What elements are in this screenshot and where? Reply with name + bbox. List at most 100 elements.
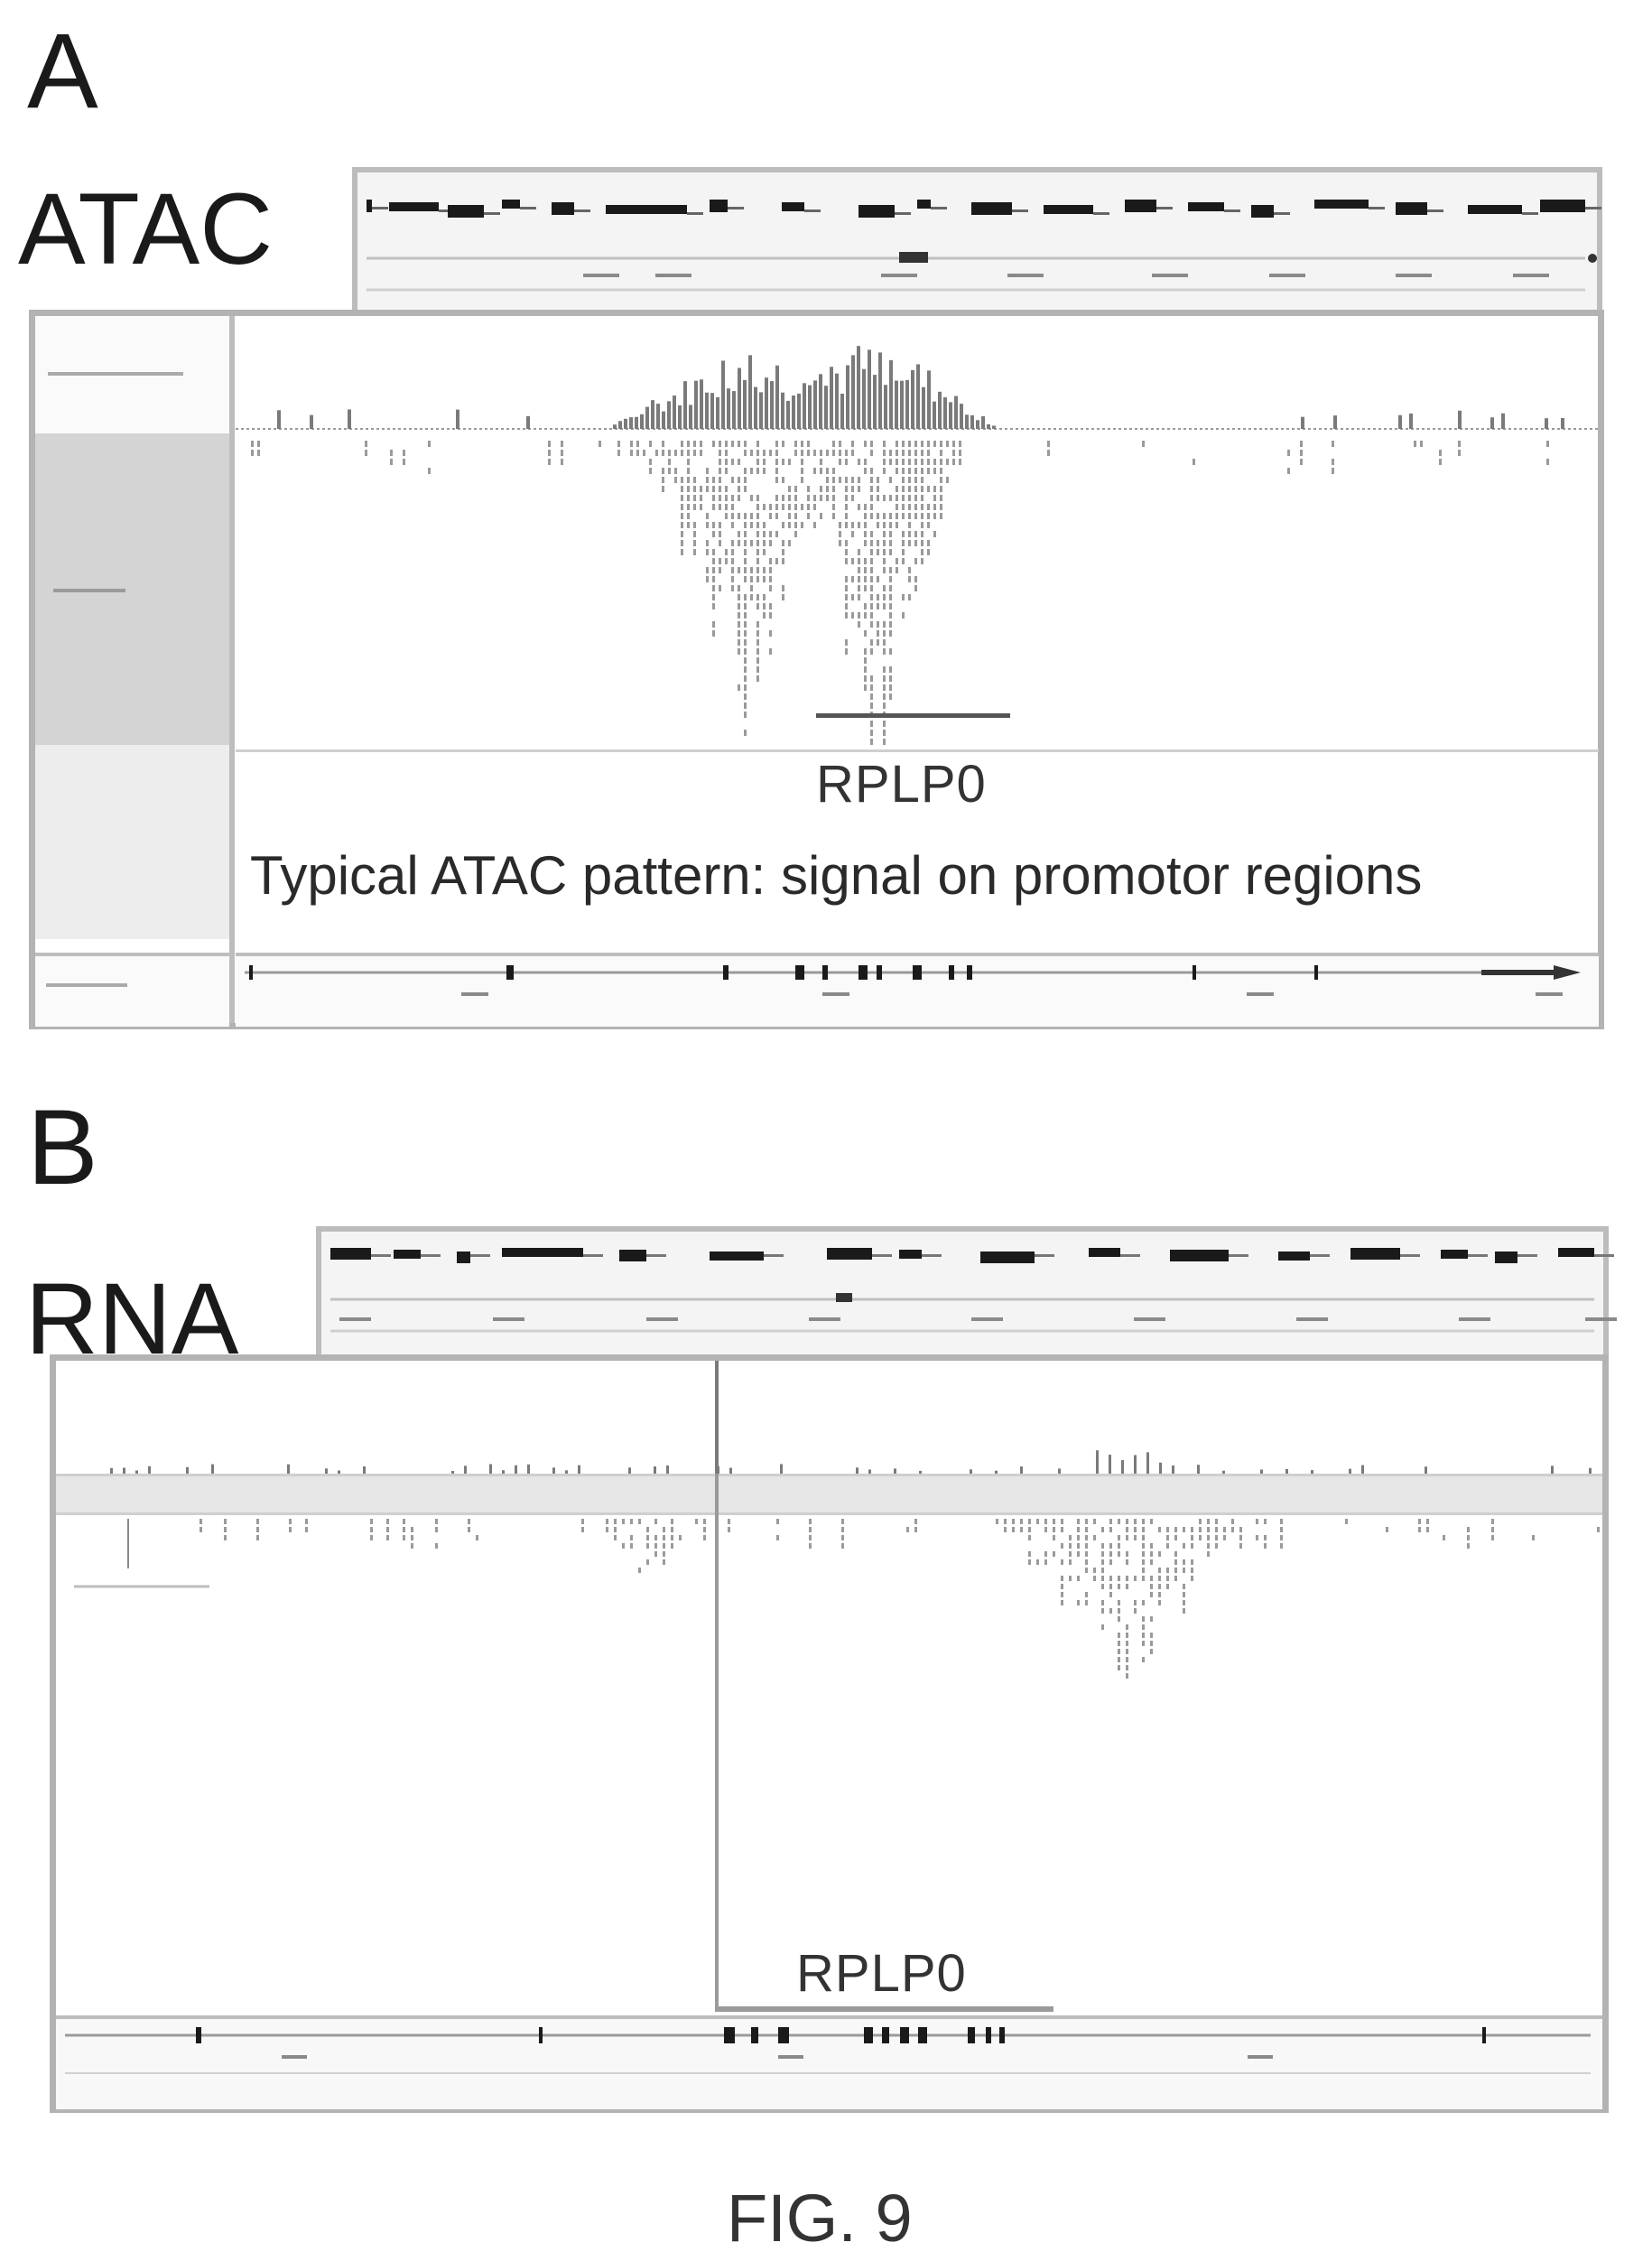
read-mark: [693, 495, 696, 501]
read-mark: [959, 441, 961, 447]
read-mark: [750, 450, 753, 456]
gene-connector: [439, 209, 455, 212]
read-mark: [952, 459, 955, 465]
read-mark: [411, 1527, 413, 1532]
read-mark: [845, 648, 848, 655]
read-mark: [883, 639, 886, 646]
track-name-signal[interactable]: [35, 316, 229, 436]
coverage-bar: [451, 1470, 454, 1474]
exon-mark: [900, 2027, 909, 2043]
gene-block: [971, 202, 1012, 215]
read-mark: [870, 540, 873, 546]
coverage-bar: [922, 386, 925, 429]
read-mark: [671, 1535, 673, 1540]
panel-b-top-gene-blocks: [330, 1248, 1614, 1263]
read-mark: [826, 450, 829, 456]
read-mark: [1158, 1568, 1161, 1573]
read-mark: [738, 603, 740, 609]
panel-b-browser: RPLP0: [50, 1354, 1609, 2113]
read-mark: [1020, 1527, 1023, 1532]
read-mark: [845, 549, 848, 555]
read-mark: [921, 549, 923, 555]
exon-mark: [877, 965, 882, 980]
read-mark: [1044, 1527, 1047, 1532]
read-mark: [1085, 1527, 1088, 1532]
read-mark: [1126, 1519, 1128, 1524]
gene-connector: [1274, 212, 1290, 215]
strand-arrow-icon: [1554, 965, 1581, 980]
read-mark: [476, 1535, 478, 1540]
read-mark: [877, 621, 879, 628]
track-name-genes[interactable]: [35, 953, 229, 1027]
read-mark: [908, 441, 911, 447]
read-mark: [794, 495, 797, 501]
read-mark: [687, 468, 690, 474]
read-mark: [744, 630, 747, 637]
read-mark: [832, 468, 835, 474]
read-mark: [1061, 1584, 1063, 1589]
read-mark: [744, 675, 747, 682]
read-mark: [864, 666, 867, 673]
coverage-bar: [527, 1464, 530, 1474]
read-mark: [845, 585, 848, 591]
read-mark: [756, 540, 759, 546]
coverage-bar: [363, 1465, 366, 1474]
read-mark: [731, 513, 734, 519]
read-mark: [750, 585, 753, 591]
read-mark: [1012, 1519, 1015, 1524]
coverage-bar: [765, 377, 768, 429]
read-mark: [794, 513, 797, 519]
coverage-bar: [830, 367, 833, 429]
coverage-bar: [211, 1464, 214, 1474]
gene-block: [330, 1248, 371, 1260]
read-mark: [738, 486, 740, 492]
read-mark: [927, 549, 930, 555]
read-mark: [668, 450, 671, 456]
read-mark: [1597, 1527, 1600, 1532]
read-mark: [681, 486, 683, 492]
read-mark: [940, 441, 942, 447]
read-mark: [756, 468, 759, 474]
read-mark: [870, 648, 873, 655]
read-mark: [870, 450, 873, 456]
read-mark: [870, 684, 873, 691]
coverage-bar: [683, 381, 687, 429]
read-mark: [1439, 459, 1442, 465]
read-mark: [1546, 459, 1549, 465]
read-mark: [655, 450, 658, 456]
track-name-reads[interactable]: [35, 433, 229, 745]
read-mark: [801, 477, 803, 483]
read-mark: [1077, 1600, 1080, 1605]
read-mark: [782, 558, 784, 564]
read-mark: [801, 450, 803, 456]
coverage-bar: [748, 355, 752, 429]
read-mark: [883, 630, 886, 637]
read-mark: [706, 567, 709, 573]
read-mark: [902, 450, 905, 456]
coverage-bar: [1058, 1468, 1061, 1474]
gene-block: [367, 200, 372, 212]
read-mark: [744, 576, 747, 582]
coverage-bar: [348, 409, 351, 429]
read-mark: [719, 558, 721, 564]
read-mark: [403, 1519, 405, 1524]
read-mark: [728, 1527, 730, 1532]
read-mark: [614, 1535, 617, 1540]
coverage-bar: [995, 1470, 998, 1474]
read-mark: [1134, 1608, 1137, 1614]
exon-mark: [751, 2027, 758, 2043]
panel-b-coverage-bars: [110, 1361, 1592, 1474]
read-mark: [763, 549, 766, 555]
ruler-tick: [1459, 1317, 1490, 1321]
read-mark: [731, 459, 734, 465]
read-mark: [581, 1519, 584, 1524]
ruler-tick: [1134, 1317, 1165, 1321]
read-mark: [738, 567, 740, 573]
read-mark: [561, 459, 563, 465]
read-mark: [1093, 1576, 1096, 1581]
coverage-bar: [840, 393, 844, 429]
read-mark: [763, 450, 766, 456]
read-mark: [719, 477, 721, 483]
exon-mark: [864, 2027, 873, 2043]
gene-block: [1044, 205, 1093, 214]
